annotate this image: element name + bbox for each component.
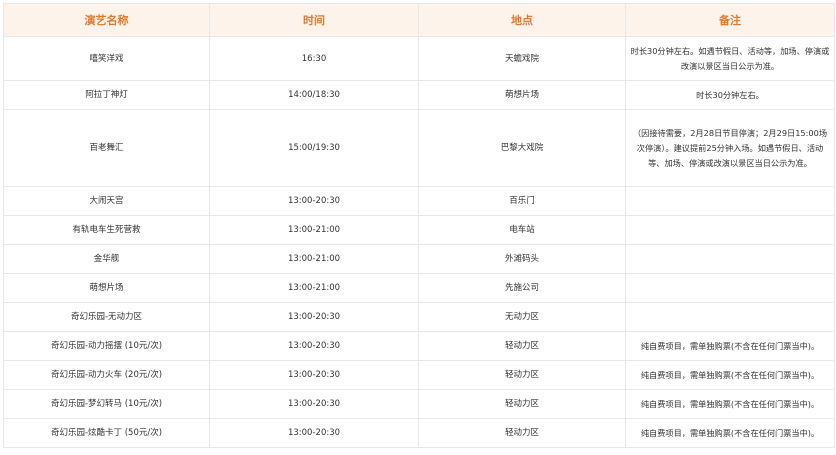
show-time: 13:00-20:30: [209, 389, 419, 419]
show-remark: （因接待需要，2月28日节目停演；2月29日15:00场次停演）。建议提前25分…: [625, 109, 835, 187]
show-time: 14:00/18:30: [209, 80, 419, 110]
show-location: 天蟾戏院: [418, 36, 626, 81]
show-location: 电车站: [418, 215, 626, 245]
show-remark: 时长30分钟左右。: [625, 80, 835, 110]
show-time: 13:00-21:00: [209, 244, 419, 274]
show-time: 13:00-20:30: [209, 331, 419, 361]
header-remarks: 备注: [625, 3, 835, 37]
show-time: 13:00-20:30: [209, 418, 419, 448]
header-show-name: 演艺名称: [3, 3, 210, 37]
show-name: 百老舞汇: [3, 109, 210, 187]
show-location: 萌想片场: [418, 80, 626, 110]
show-location: 巴黎大戏院: [418, 109, 626, 187]
show-location: 轻动力区: [418, 418, 626, 448]
table-row: 有轨电车生死营救 13:00-21:00 电车站: [3, 215, 835, 245]
show-name: 阿拉丁神灯: [3, 80, 210, 110]
table-row: 奇幻乐园-动力火车 (20元/次) 13:00-20:30 轻动力区 纯自费项目…: [3, 360, 835, 390]
show-remark: [625, 273, 835, 303]
show-location: 百乐门: [418, 186, 626, 216]
show-name: 大闹天宫: [3, 186, 210, 216]
show-location: 外滩码头: [418, 244, 626, 274]
show-remark: 纯自费项目，需单独购票(不含在任何门票当中)。: [625, 389, 835, 419]
show-name: 嘻笑洋戏: [3, 36, 210, 81]
table-row: 奇幻乐园-动力摇摆 (10元/次) 13:00-20:30 轻动力区 纯自费项目…: [3, 331, 835, 361]
table-header-row: 演艺名称 时间 地点 备注: [3, 3, 835, 37]
header-time: 时间: [209, 3, 419, 37]
show-remark: 纯自费项目，需单独购票(不含在任何门票当中)。: [625, 331, 835, 361]
show-name: 奇幻乐园-动力摇摆 (10元/次): [3, 331, 210, 361]
table-row: 奇幻乐园-炫酷卡丁 (50元/次) 13:00-20:30 轻动力区 纯自费项目…: [3, 418, 835, 448]
show-location: 轻动力区: [418, 331, 626, 361]
show-remark: [625, 302, 835, 332]
table-row: 百老舞汇 15:00/19:30 巴黎大戏院 （因接待需要，2月28日节目停演；…: [3, 109, 835, 187]
table-row: 奇幻乐园-梦幻转马 (10元/次) 13:00-20:30 轻动力区 纯自费项目…: [3, 389, 835, 419]
show-name: 金华舰: [3, 244, 210, 274]
show-location: 先施公司: [418, 273, 626, 303]
show-remark: 纯自费项目，需单独购票(不含在任何门票当中)。: [625, 360, 835, 390]
performance-schedule-table: 演艺名称 时间 地点 备注 嘻笑洋戏 16:30 天蟾戏院 时长30分钟左右。如…: [3, 3, 835, 448]
show-name: 奇幻乐园-梦幻转马 (10元/次): [3, 389, 210, 419]
table-row: 大闹天宫 13:00-20:30 百乐门: [3, 186, 835, 216]
table-row: 金华舰 13:00-21:00 外滩码头: [3, 244, 835, 274]
show-time: 13:00-20:30: [209, 186, 419, 216]
show-name: 奇幻乐园-无动力区: [3, 302, 210, 332]
show-name: 奇幻乐园-炫酷卡丁 (50元/次): [3, 418, 210, 448]
show-time: 16:30: [209, 36, 419, 81]
show-remark: 时长30分钟左右。如遇节假日、活动等，加场、停演或改演以景区当日公示为准。: [625, 36, 835, 81]
table-row: 萌想片场 13:00-21:00 先施公司: [3, 273, 835, 303]
show-time: 13:00-20:30: [209, 302, 419, 332]
header-location: 地点: [418, 3, 626, 37]
show-time: 13:00-21:00: [209, 273, 419, 303]
show-remark: [625, 215, 835, 245]
show-remark: [625, 186, 835, 216]
show-time: 13:00-21:00: [209, 215, 419, 245]
show-location: 无动力区: [418, 302, 626, 332]
show-time: 15:00/19:30: [209, 109, 419, 187]
show-location: 轻动力区: [418, 389, 626, 419]
table-row: 嘻笑洋戏 16:30 天蟾戏院 时长30分钟左右。如遇节假日、活动等，加场、停演…: [3, 36, 835, 81]
table-row: 阿拉丁神灯 14:00/18:30 萌想片场 时长30分钟左右。: [3, 80, 835, 110]
table-row: 奇幻乐园-无动力区 13:00-20:30 无动力区: [3, 302, 835, 332]
show-location: 轻动力区: [418, 360, 626, 390]
show-name: 有轨电车生死营救: [3, 215, 210, 245]
show-name: 奇幻乐园-动力火车 (20元/次): [3, 360, 210, 390]
show-name: 萌想片场: [3, 273, 210, 303]
show-remark: 纯自费项目，需单独购票(不含在任何门票当中)。: [625, 418, 835, 448]
show-time: 13:00-20:30: [209, 360, 419, 390]
show-remark: [625, 244, 835, 274]
